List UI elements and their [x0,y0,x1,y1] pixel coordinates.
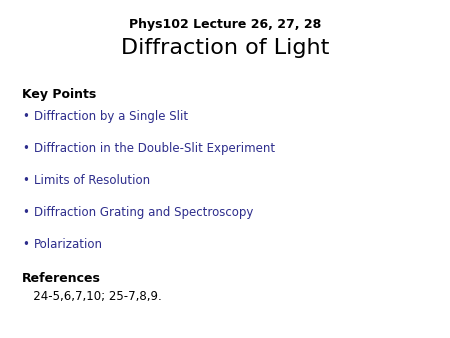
Text: •: • [22,174,29,187]
Text: Diffraction by a Single Slit: Diffraction by a Single Slit [34,110,188,123]
Text: Diffraction of Light: Diffraction of Light [121,38,329,58]
Text: Key Points: Key Points [22,88,96,101]
Text: •: • [22,110,29,123]
Text: Limits of Resolution: Limits of Resolution [34,174,150,187]
Text: References: References [22,272,101,285]
Text: Diffraction in the Double-Slit Experiment: Diffraction in the Double-Slit Experimen… [34,142,275,155]
Text: •: • [22,206,29,219]
Text: Diffraction Grating and Spectroscopy: Diffraction Grating and Spectroscopy [34,206,253,219]
Text: 24-5,6,7,10; 25-7,8,9.: 24-5,6,7,10; 25-7,8,9. [22,290,162,303]
Text: •: • [22,142,29,155]
Text: Phys102 Lecture 26, 27, 28: Phys102 Lecture 26, 27, 28 [129,18,321,31]
Text: •: • [22,238,29,251]
Text: Polarization: Polarization [34,238,103,251]
